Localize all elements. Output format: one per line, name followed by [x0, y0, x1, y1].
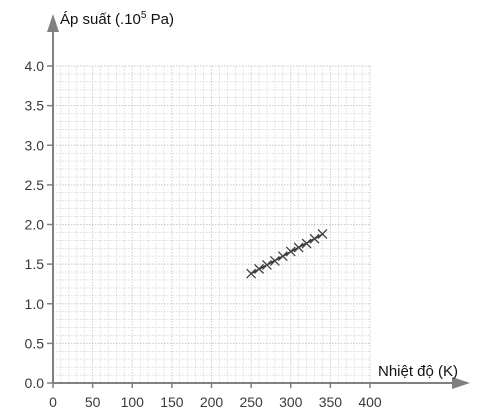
data-point [254, 263, 265, 274]
x-tick-label: 0 [49, 394, 57, 410]
data-point [285, 246, 296, 257]
y-axis-label-sup: 5 [141, 10, 147, 21]
data-point [317, 229, 328, 239]
y-axis-arrow [47, 14, 59, 32]
y-axis-label-main: Áp suất (.10 [60, 11, 141, 28]
y-tick-label: 0.5 [25, 335, 45, 351]
x-ticks: 0 50 100 150 200 250 300 350 400 [49, 383, 382, 410]
y-tick-label: 3.0 [25, 137, 45, 153]
series [246, 229, 328, 279]
y-axis-label: Áp suất (.105 Pa) [60, 10, 174, 28]
x-tick-label: 200 [200, 394, 224, 410]
data-point [293, 242, 304, 253]
y-tick-label: 1.5 [25, 256, 45, 272]
y-tick-label: 4.0 [25, 58, 45, 74]
data-point [246, 268, 257, 279]
y-tick-label: 1.0 [25, 296, 45, 312]
y-tick-label: 2.5 [25, 177, 45, 193]
x-tick-label: 50 [85, 394, 101, 410]
x-tick-label: 400 [358, 394, 382, 410]
x-tick-label: 100 [121, 394, 145, 410]
data-point [309, 233, 320, 244]
x-tick-label: 350 [319, 394, 343, 410]
grid [52, 65, 371, 384]
x-axis-label: Nhiệt độ (K) [378, 363, 458, 380]
x-tick-label: 300 [279, 394, 303, 410]
y-axis-label-tail: Pa) [146, 11, 174, 28]
data-point [269, 255, 280, 266]
data-point [277, 251, 288, 262]
y-tick-label: 3.5 [25, 98, 45, 114]
trend-line [249, 233, 324, 275]
y-tick-label: 2.0 [25, 217, 45, 233]
data-point [262, 259, 272, 270]
axes [47, 14, 470, 389]
data-point [301, 238, 312, 249]
x-tick-label: 250 [239, 394, 263, 410]
x-tick-label: 150 [160, 394, 184, 410]
x-axis-arrow [452, 377, 470, 389]
y-ticks: 0.0 0.5 1.0 1.5 2.0 2.5 3.0 3.5 4.0 [25, 58, 53, 391]
y-tick-label: 0.0 [25, 375, 45, 391]
